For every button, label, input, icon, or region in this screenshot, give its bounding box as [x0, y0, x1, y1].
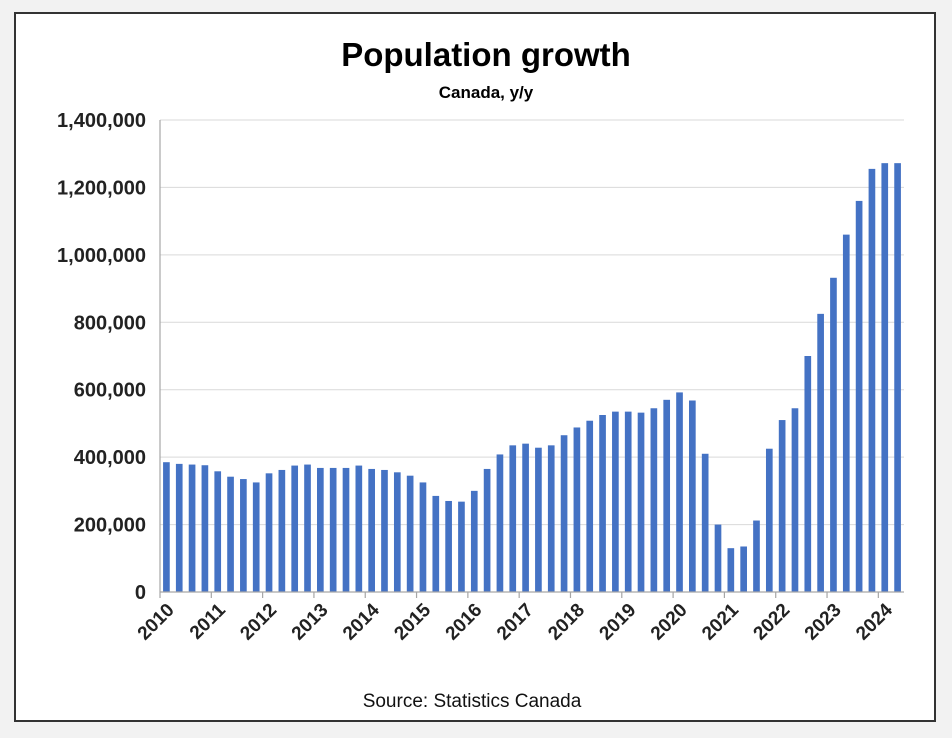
bar [830, 277, 837, 592]
x-tick-label: 2024 [852, 599, 897, 644]
y-tick-label: 1,000,000 [57, 245, 146, 267]
bar [689, 400, 696, 592]
bar [496, 454, 504, 592]
bar [188, 464, 196, 592]
x-tick-label: 2016 [442, 600, 487, 645]
bar [214, 471, 222, 592]
x-tick-label: 2022 [750, 600, 795, 645]
bar [624, 411, 632, 592]
y-axis-ticks: 0 200,000 400,000 600,000 800,000 1,000,000 1,… [57, 110, 146, 604]
bar [432, 495, 440, 592]
bar [894, 163, 901, 592]
chart-source: Source: Statistics Canada [363, 691, 582, 712]
bar [265, 473, 273, 592]
bar [586, 420, 594, 592]
x-tick-label: 2015 [390, 599, 435, 644]
x-tick-label: 2013 [288, 600, 333, 645]
bar [329, 467, 337, 592]
bar [817, 313, 824, 592]
bar [881, 163, 889, 592]
bar [676, 392, 683, 592]
bar [278, 469, 286, 592]
bar [406, 475, 414, 592]
bar [470, 490, 478, 592]
bar [342, 467, 350, 592]
bar [317, 467, 324, 592]
bar [522, 443, 529, 592]
x-tick-label: 2023 [801, 600, 846, 645]
y-tick-label: 1,400,000 [57, 110, 146, 132]
bar [381, 469, 388, 592]
bar [560, 435, 568, 592]
y-tick-label: 800,000 [74, 312, 146, 334]
axes [159, 120, 904, 593]
bar [778, 420, 786, 592]
bar [855, 200, 863, 592]
bar [355, 465, 363, 592]
y-tick-label: 600,000 [74, 380, 146, 402]
x-tick-label: 2014 [339, 599, 384, 644]
bar [842, 234, 850, 592]
bar [201, 465, 209, 592]
bar [240, 479, 247, 592]
bar [368, 468, 375, 592]
bar [701, 453, 709, 592]
population-growth-chart: Population growth Canada, y/y 0 200,000 40… [57, 36, 904, 712]
x-tick-label: 2018 [544, 600, 589, 645]
x-axis-ticks: 2010 2011 2012 2013 2014 2015 2016 2017 2018 2019… [134, 592, 897, 644]
x-tick-label: 2010 [134, 600, 179, 645]
bar [393, 472, 401, 592]
bar [445, 500, 452, 592]
bar [419, 482, 427, 592]
bar [727, 548, 735, 592]
bar [765, 448, 773, 592]
bar [714, 524, 722, 592]
bar [804, 356, 812, 592]
bar [252, 482, 260, 592]
chart-title: Population growth [341, 36, 631, 73]
gridlines [160, 119, 904, 526]
bar [650, 408, 658, 592]
bar [547, 445, 555, 592]
bar [483, 468, 491, 592]
bar [663, 399, 671, 592]
y-tick-label: 1,200,000 [57, 177, 146, 199]
bar [791, 408, 799, 592]
x-tick-label: 2021 [698, 599, 743, 644]
x-tick-label: 2020 [647, 600, 692, 645]
bar [599, 415, 606, 592]
chart-subtitle: Canada, y/y [439, 83, 534, 102]
bar [868, 168, 876, 592]
bar [509, 445, 517, 592]
x-tick-label: 2012 [236, 600, 281, 645]
bar [753, 520, 760, 592]
chart-frame: Population growth Canada, y/y 0 200,000 40… [14, 12, 936, 722]
bar [637, 412, 645, 592]
bar [458, 501, 465, 592]
y-tick-label: 200,000 [74, 515, 146, 537]
x-tick-label: 2011 [186, 599, 230, 643]
bar [573, 427, 581, 592]
y-tick-label: 0 [135, 582, 146, 604]
bar [175, 463, 183, 592]
bar [163, 462, 170, 592]
bar [304, 464, 311, 592]
bar [535, 447, 542, 592]
x-tick-label: 2019 [596, 600, 641, 645]
bars [163, 163, 901, 592]
bar [612, 411, 619, 592]
bar [291, 465, 299, 592]
x-tick-label: 2017 [493, 600, 538, 645]
bar [740, 546, 747, 592]
y-tick-label: 400,000 [74, 447, 146, 469]
bar [227, 476, 234, 592]
